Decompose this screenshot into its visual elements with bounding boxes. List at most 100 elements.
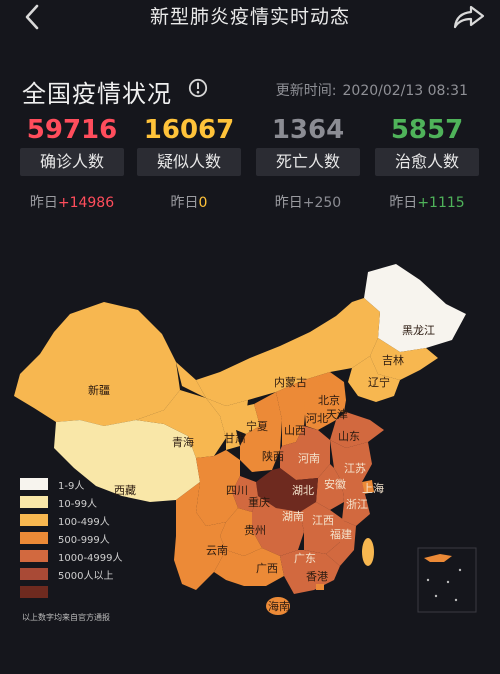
south-china-sea-inset xyxy=(417,547,477,613)
region-shanxi xyxy=(276,380,306,446)
region-neimenggu xyxy=(196,298,380,406)
label-guizhou: 贵州 xyxy=(244,524,266,537)
region-hubei xyxy=(256,468,318,512)
label-xianggang: 香港 xyxy=(306,570,328,583)
region-jilin xyxy=(370,338,438,380)
legend-swatch xyxy=(20,478,48,490)
label-chongqing: 重庆 xyxy=(248,496,270,509)
update-time-value: 2020/02/13 08:31 xyxy=(342,83,469,99)
legend-swatch xyxy=(20,532,48,544)
label-xinjiang: 新疆 xyxy=(88,384,110,397)
update-time: 更新时间: 2020/02/13 08:31 xyxy=(276,80,474,100)
region-beijing xyxy=(318,380,334,396)
region-tianjin xyxy=(334,396,346,412)
label-zhejiang: 浙江 xyxy=(346,498,368,511)
stat-suspected: 16067 疑似人数 昨日0 xyxy=(137,114,241,212)
stat-label: 治愈人数 xyxy=(375,148,479,176)
region-qinghai xyxy=(136,390,226,458)
stat-delta-prefix: 昨日 xyxy=(170,195,199,211)
stat-delta-prefix: 昨日 xyxy=(274,195,303,211)
region-gansu xyxy=(176,362,248,450)
region-xianggang xyxy=(316,584,324,590)
label-xizang: 西藏 xyxy=(114,484,136,497)
label-guangdong: 广东 xyxy=(294,552,316,565)
info-icon[interactable] xyxy=(188,78,208,98)
section-title: 全国疫情状况 xyxy=(22,80,172,108)
legend-swatch xyxy=(20,586,48,598)
update-time-label: 更新时间: xyxy=(275,83,337,99)
china-epidemic-map[interactable]: 黑龙江 吉林 辽宁 内蒙古 北京 天津 河北 新疆 青海 甘肃 宁夏 山西 山东… xyxy=(0,250,500,670)
stat-delta: 昨日+1115 xyxy=(375,192,479,212)
stat-value: 1364 xyxy=(271,115,345,145)
label-neimenggu: 内蒙古 xyxy=(274,376,307,389)
legend-label: 10-99人 xyxy=(58,499,98,510)
stat-delta: 昨日+250 xyxy=(256,192,360,212)
legend-label: 1-9人 xyxy=(58,481,85,492)
region-xinjiang xyxy=(14,302,180,426)
legend-swatch xyxy=(20,514,48,526)
label-hebei: 河北 xyxy=(306,412,328,425)
legend-swatch xyxy=(20,550,48,562)
label-sichuan: 四川 xyxy=(226,484,248,497)
stat-confirmed: 59716 确诊人数 昨日+14986 xyxy=(20,114,124,212)
region-sichuan xyxy=(196,450,240,526)
stat-label: 疑似人数 xyxy=(137,148,241,176)
stat-deaths: 1364 死亡人数 昨日+250 xyxy=(256,114,360,212)
region-hunan xyxy=(252,496,304,556)
label-shanghai: 上海 xyxy=(362,482,384,495)
stat-recovered: 5857 治愈人数 昨日+1115 xyxy=(375,114,479,212)
stats-panel: 59716 确诊人数 昨日+14986 16067 疑似人数 昨日0 1364 … xyxy=(0,114,500,214)
label-ningxia: 宁夏 xyxy=(246,420,268,433)
region-taiwan xyxy=(362,538,374,566)
label-qinghai: 青海 xyxy=(172,436,194,449)
stat-delta: 昨日0 xyxy=(137,192,241,212)
region-shanghai xyxy=(362,480,374,494)
region-guangxi xyxy=(214,548,284,586)
label-jiangxi: 江西 xyxy=(312,514,334,527)
region-zhejiang xyxy=(342,482,370,526)
stat-delta-value: +14986 xyxy=(57,195,115,211)
label-hunan: 湖南 xyxy=(282,510,304,523)
region-hainan xyxy=(266,597,290,615)
legend-swatch xyxy=(20,496,48,508)
region-jiangsu xyxy=(330,440,372,482)
stat-delta-value: 0 xyxy=(198,195,208,211)
label-shandong: 山东 xyxy=(338,430,360,443)
share-icon[interactable] xyxy=(452,4,486,30)
stat-value: 5857 xyxy=(390,115,464,145)
stat-delta-prefix: 昨日 xyxy=(389,195,418,211)
legend-label: 5000人以上 xyxy=(58,571,114,582)
stat-label: 确诊人数 xyxy=(20,148,124,176)
region-liaoning xyxy=(348,356,400,402)
legend-label: 100-499人 xyxy=(58,517,110,528)
stat-value: 16067 xyxy=(143,115,235,145)
back-arrow-icon[interactable] xyxy=(18,2,48,32)
label-jilin: 吉林 xyxy=(382,354,404,367)
stat-delta-prefix: 昨日 xyxy=(29,195,58,211)
stat-delta: 昨日+14986 xyxy=(20,192,124,212)
label-gansu: 甘肃 xyxy=(224,432,246,445)
legend-swatch xyxy=(20,568,48,580)
label-yunnan: 云南 xyxy=(206,544,228,557)
region-fujian xyxy=(326,510,356,566)
stat-label: 死亡人数 xyxy=(256,148,360,176)
region-guizhou xyxy=(220,508,262,556)
label-hubei: 湖北 xyxy=(292,484,314,497)
legend-label: 1000-4999人 xyxy=(58,553,123,564)
label-fujian: 福建 xyxy=(330,528,352,541)
label-jiangsu: 江苏 xyxy=(344,462,366,475)
map-graphic xyxy=(14,264,477,615)
region-guangdong xyxy=(280,550,340,594)
region-shaanxi xyxy=(240,392,282,472)
label-liaoning: 辽宁 xyxy=(368,376,390,389)
region-ningxia xyxy=(236,404,260,434)
label-heilongjiang: 黑龙江 xyxy=(402,324,435,337)
label-shaanxi: 陕西 xyxy=(262,450,284,463)
stat-delta-value: +1115 xyxy=(417,195,465,211)
region-yunnan xyxy=(174,482,226,590)
label-beijing: 北京 xyxy=(318,394,340,407)
region-heilongjiang xyxy=(364,264,466,352)
legend-label: 500-999人 xyxy=(58,535,110,546)
top-navigation-bar: 新型肺炎疫情实时动态 xyxy=(0,0,500,36)
stat-delta-value: +250 xyxy=(302,195,342,211)
